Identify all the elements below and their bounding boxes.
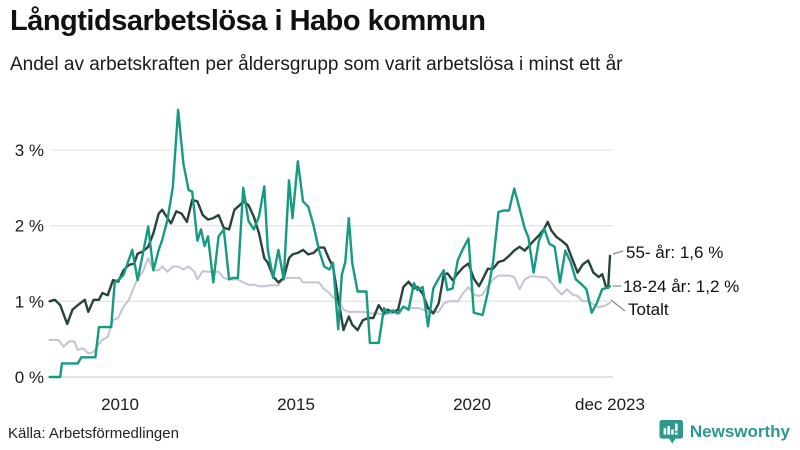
x-tick-label: 2010 <box>101 395 139 414</box>
gridlines <box>50 149 613 378</box>
source-note: Källa: Arbetsförmedlingen <box>8 425 179 442</box>
line-totalt <box>48 257 611 355</box>
y-tick-label: 3 % <box>15 141 44 160</box>
page-title: Långtidsarbetslösa i Habo kommun <box>10 5 486 37</box>
x-tick-label: 2020 <box>453 395 491 414</box>
x-tick-label: dec 2023 <box>575 395 645 414</box>
end-annotations: 55- år: 1,6 % 18-24 år: 1,2 % Totalt <box>610 243 739 319</box>
line-18-24-ar <box>48 108 612 379</box>
y-tick-label: 1 % <box>15 292 44 311</box>
y-tick-label: 2 % <box>15 217 44 236</box>
series-lines <box>48 108 612 379</box>
page-subtitle: Andel av arbetskraften per åldersgrupp s… <box>10 54 623 75</box>
annotation-label-55: 55- år: 1,6 % <box>626 243 723 262</box>
line-55-ar <box>48 198 612 332</box>
axis-labels: 0 % 1 % 2 % 3 % 2010 2015 2020 dec 2023 <box>15 141 645 414</box>
brand-name: Newsworthy <box>689 422 790 441</box>
annotation-connector <box>612 250 624 255</box>
brand: Newsworthy <box>659 419 790 445</box>
annotation-connector <box>610 299 626 312</box>
x-tick-label: 2015 <box>277 395 315 414</box>
annotation-label-totalt: Totalt <box>628 300 669 319</box>
annotation-label-18-24: 18-24 år: 1,2 % <box>623 277 739 296</box>
newsworthy-logo-icon <box>659 419 683 444</box>
y-tick-label: 0 % <box>15 368 44 387</box>
logo-bars <box>663 423 678 435</box>
